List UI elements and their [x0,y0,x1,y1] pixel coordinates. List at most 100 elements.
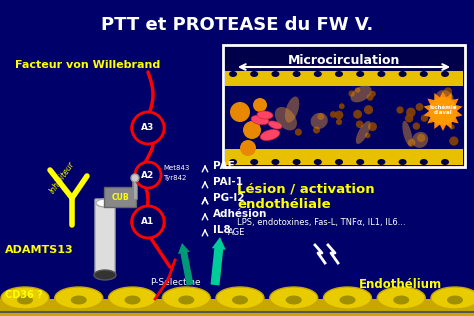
Polygon shape [440,111,446,131]
Circle shape [405,114,413,123]
Ellipse shape [251,115,269,125]
Ellipse shape [71,295,87,305]
Text: PAI-1: PAI-1 [213,177,243,187]
Circle shape [355,87,360,93]
Circle shape [348,90,355,97]
Ellipse shape [399,159,407,165]
Ellipse shape [314,71,322,77]
Circle shape [339,103,345,109]
Ellipse shape [335,159,343,165]
Ellipse shape [96,199,114,207]
Ellipse shape [232,295,248,305]
Ellipse shape [377,287,425,309]
Text: Tyr842: Tyr842 [163,175,186,181]
Circle shape [440,98,448,105]
Ellipse shape [272,71,279,77]
FancyBboxPatch shape [225,149,463,165]
Circle shape [440,94,448,101]
Circle shape [444,87,452,95]
Ellipse shape [447,295,463,305]
Ellipse shape [162,287,210,309]
Circle shape [429,97,457,125]
Polygon shape [443,111,463,117]
Circle shape [295,129,302,136]
Ellipse shape [402,121,412,147]
Polygon shape [443,93,452,111]
Circle shape [335,111,343,119]
Circle shape [396,106,404,114]
Ellipse shape [1,287,49,309]
Ellipse shape [339,295,356,305]
Circle shape [413,123,420,130]
Polygon shape [443,111,452,129]
Ellipse shape [257,111,273,119]
Text: LPS, endotoxines, Fas-L, TNFα, IL1, IL6...: LPS, endotoxines, Fas-L, TNFα, IL1, IL6.… [237,218,406,227]
Ellipse shape [393,295,409,305]
Text: P-Sélectine: P-Sélectine [150,278,201,287]
Ellipse shape [125,295,140,305]
FancyBboxPatch shape [223,45,465,167]
Ellipse shape [356,121,371,144]
Text: Met843: Met843 [163,165,190,171]
Text: A3: A3 [141,124,155,132]
Circle shape [449,137,458,146]
Ellipse shape [335,71,343,77]
Circle shape [336,119,342,125]
Circle shape [417,134,425,142]
Polygon shape [423,111,443,117]
Circle shape [421,115,428,122]
Circle shape [416,103,423,111]
FancyArrow shape [178,243,193,286]
Circle shape [365,133,371,138]
Ellipse shape [323,287,372,309]
Ellipse shape [229,159,237,165]
FancyBboxPatch shape [95,199,115,276]
Text: PAF: PAF [213,161,235,171]
Ellipse shape [286,295,302,305]
Ellipse shape [412,132,428,148]
FancyBboxPatch shape [104,187,136,207]
Circle shape [253,98,267,112]
Circle shape [243,121,261,139]
Ellipse shape [436,90,454,105]
FancyBboxPatch shape [225,71,463,86]
Circle shape [135,162,161,188]
Polygon shape [434,111,443,129]
Text: Adhésion: Adhésion [213,209,267,219]
FancyArrow shape [210,237,226,285]
Circle shape [230,102,250,122]
Circle shape [449,124,455,130]
Circle shape [368,122,377,131]
Text: Microcirculation: Microcirculation [288,54,400,67]
FancyBboxPatch shape [0,299,474,316]
Ellipse shape [377,159,385,165]
Circle shape [313,126,320,134]
Ellipse shape [275,107,297,131]
Ellipse shape [17,295,33,305]
Polygon shape [440,91,446,111]
Ellipse shape [350,85,372,102]
Ellipse shape [292,71,301,77]
Circle shape [131,174,139,182]
Ellipse shape [250,71,258,77]
Ellipse shape [310,113,328,129]
Text: AGE: AGE [228,228,246,237]
Circle shape [132,112,164,144]
Polygon shape [443,99,459,111]
Text: PTT et PROTEASE du FW V.: PTT et PROTEASE du FW V. [101,16,373,34]
Text: CD36 ?: CD36 ? [5,290,43,300]
Ellipse shape [441,159,449,165]
Ellipse shape [420,159,428,165]
Circle shape [353,110,362,118]
Circle shape [318,113,324,120]
Ellipse shape [229,71,237,77]
Ellipse shape [285,96,299,123]
Text: endothéliale: endothéliale [237,198,331,211]
Ellipse shape [399,71,407,77]
Circle shape [132,206,164,238]
Circle shape [408,139,415,147]
Ellipse shape [109,287,156,309]
Text: PG-I2: PG-I2 [213,193,245,203]
Ellipse shape [292,159,301,165]
Polygon shape [434,93,443,111]
